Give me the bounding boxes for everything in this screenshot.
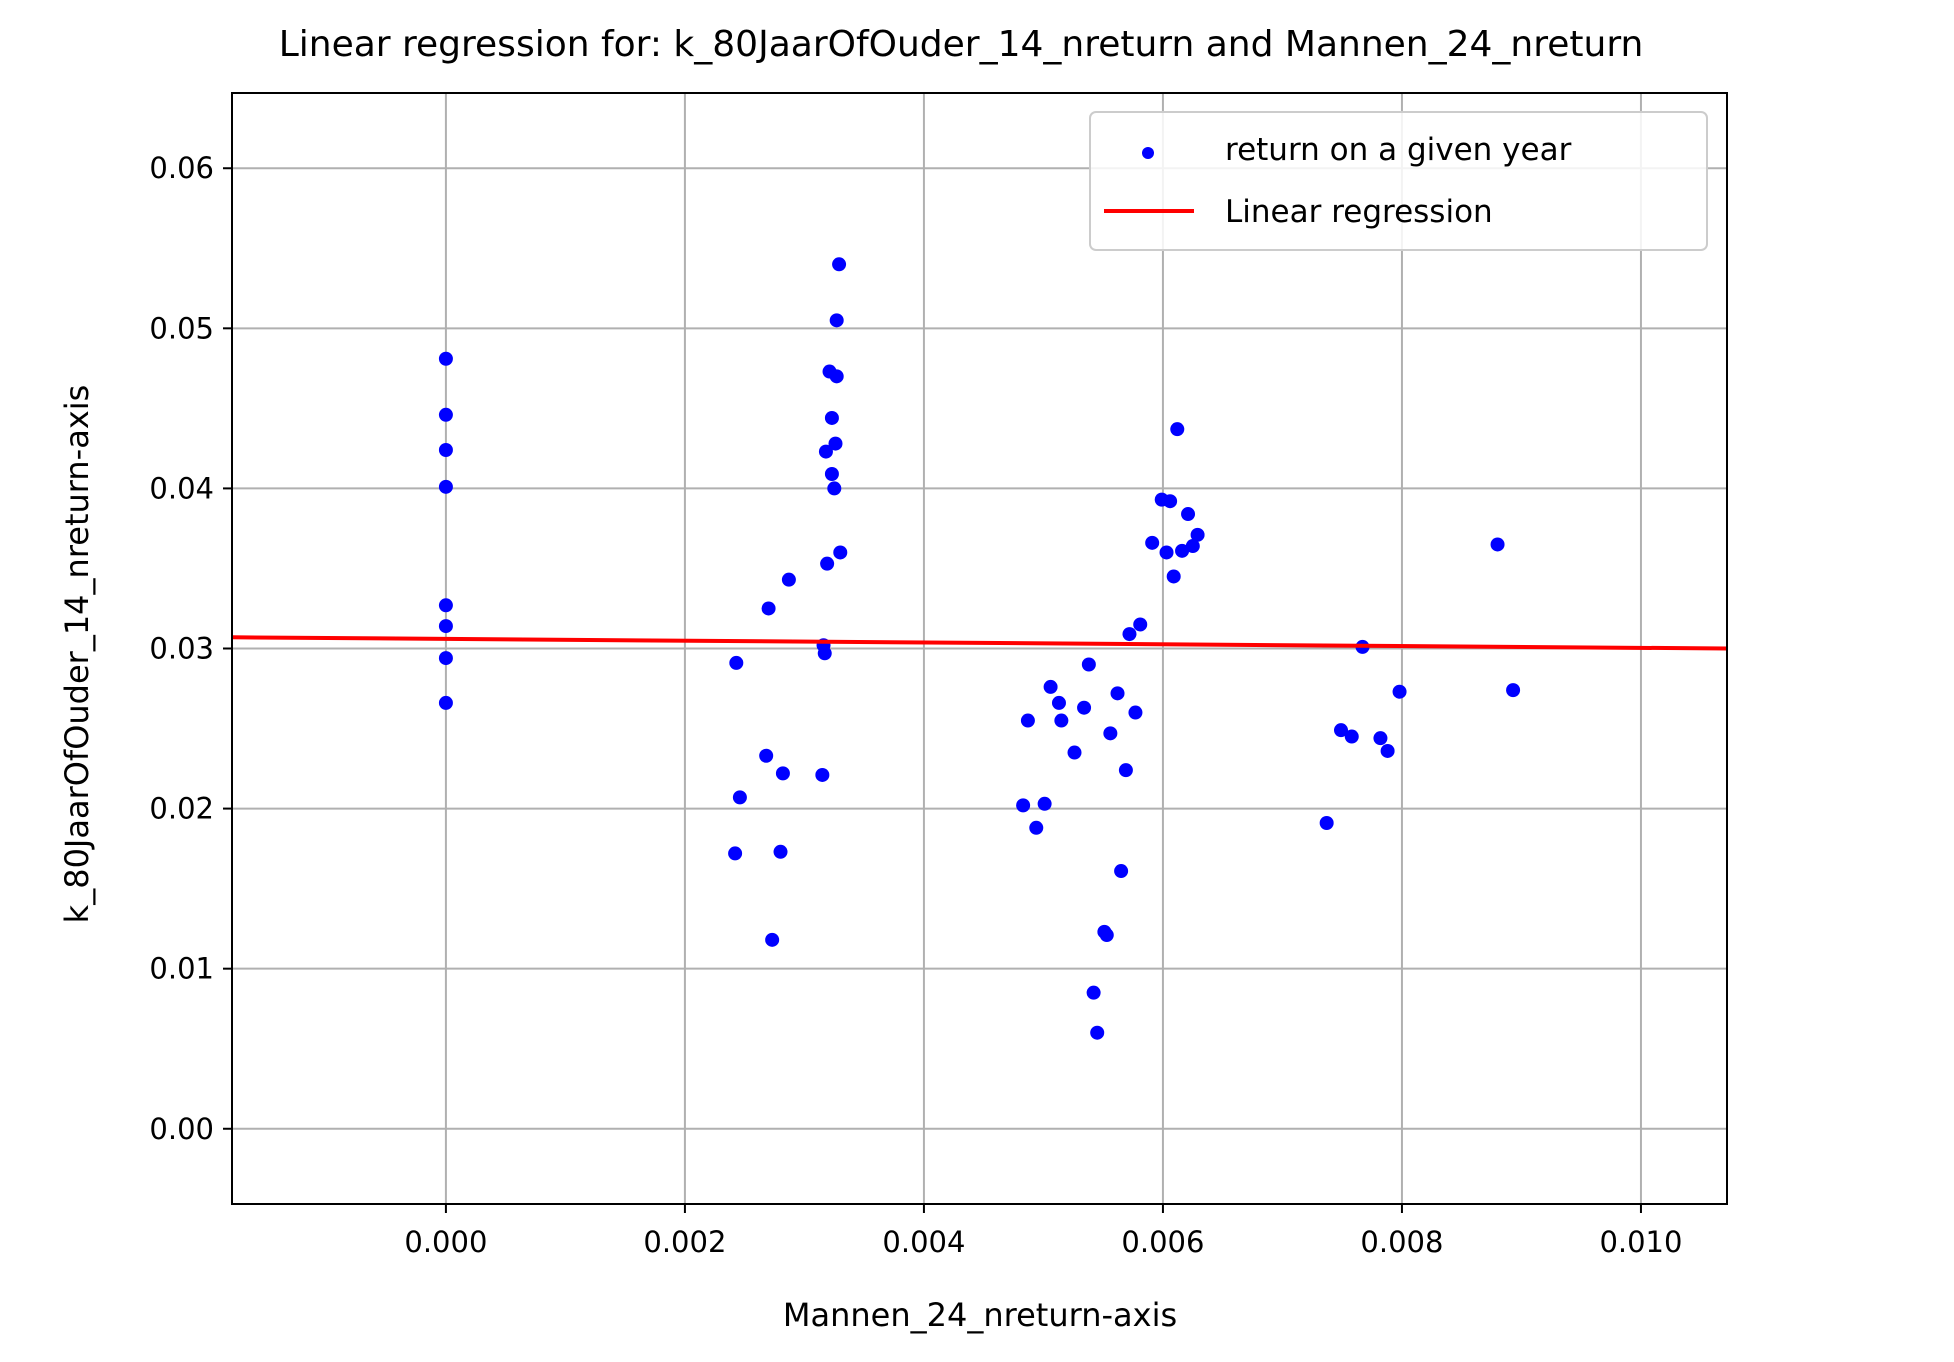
- scatter-point: [1392, 684, 1407, 699]
- plot-frame: [231, 92, 1728, 1205]
- x-tick-label: 0.002: [643, 1225, 726, 1259]
- scatter-point: [761, 601, 776, 616]
- legend-marker-scatter: [1142, 147, 1154, 159]
- legend-box: [1089, 111, 1708, 251]
- scatter-point: [824, 410, 839, 425]
- scatter-point: [775, 766, 790, 781]
- y-axis-ticks: 0.00 0.01 0.02 0.03 0.04 0.05 0.06: [149, 151, 232, 1146]
- y-tick-label: 0.06: [149, 151, 214, 185]
- scatter-point: [438, 619, 453, 634]
- scatter-point: [728, 846, 743, 861]
- scatter-point: [438, 598, 453, 613]
- scatter-point: [1081, 657, 1096, 672]
- scatter-point: [1016, 798, 1031, 813]
- x-axis-label: Mannen_24_nreturn-axis: [783, 1296, 1177, 1334]
- scatter-point: [1506, 683, 1521, 698]
- scatter-point: [1054, 713, 1069, 728]
- x-tick-label: 0.004: [882, 1225, 965, 1259]
- scatter-point: [1175, 543, 1190, 558]
- scatter-point: [1103, 726, 1118, 741]
- scatter-point: [1037, 796, 1052, 811]
- scatter-point: [438, 407, 453, 422]
- x-tick-label: 0.010: [1599, 1225, 1682, 1259]
- scatter-point: [817, 646, 832, 661]
- x-tick-label: 0.000: [404, 1225, 487, 1259]
- scatter-point: [1067, 745, 1082, 760]
- scatter-point: [729, 655, 744, 670]
- scatter-point: [1122, 627, 1137, 642]
- y-tick-label: 0.01: [149, 952, 214, 986]
- scatter-point: [1380, 743, 1395, 758]
- regression-line: [231, 635, 1728, 651]
- scatter-point: [1114, 864, 1129, 879]
- scatter-point: [765, 932, 780, 947]
- x-axis-ticks: 0.000 0.002 0.004 0.006 0.008 0.010: [404, 1204, 1682, 1259]
- scatter-point: [1133, 617, 1148, 632]
- scatter-point: [438, 695, 453, 710]
- scatter-point: [1170, 422, 1185, 437]
- scatter-point: [1159, 545, 1174, 560]
- scatter-point: [1086, 985, 1101, 1000]
- scatter-point: [438, 351, 453, 366]
- scatter-point: [1163, 494, 1178, 509]
- legend-label-line: Linear regression: [1225, 194, 1493, 230]
- scatter-point: [1051, 695, 1066, 710]
- scatter-point: [1373, 731, 1388, 746]
- scatter-point: [438, 479, 453, 494]
- scatter-point: [1319, 815, 1334, 830]
- scatter-point: [1118, 763, 1133, 778]
- chart-title: Linear regression for: k_80JaarOfOuder_1…: [279, 24, 1644, 65]
- scatter-point: [773, 844, 788, 859]
- legend: return on a given year Linear regression: [1089, 111, 1708, 251]
- scatter-point: [1077, 700, 1092, 715]
- scatter-point: [1043, 679, 1058, 694]
- y-tick-label: 0.02: [149, 792, 214, 826]
- scatter-point: [438, 442, 453, 457]
- scatter-point: [732, 790, 747, 805]
- scatter-point: [1166, 569, 1181, 584]
- scatter-point: [1181, 507, 1196, 522]
- scatter-point: [759, 748, 774, 763]
- y-axis-label: k_80JaarOfOuder_14_nreturn-axis: [58, 385, 96, 924]
- y-tick-label: 0.03: [149, 632, 214, 666]
- scatter-point: [828, 436, 843, 451]
- scatter-point: [1020, 713, 1035, 728]
- scatter-point: [829, 313, 844, 328]
- scatter-point: [829, 369, 844, 384]
- y-tick-label: 0.04: [149, 471, 214, 505]
- scatter-point: [1110, 686, 1125, 701]
- scatter-point: [1145, 535, 1160, 550]
- scatter-point: [781, 572, 796, 587]
- scatter-point: [815, 767, 830, 782]
- scatter-point: [827, 481, 842, 496]
- x-tick-label: 0.008: [1360, 1225, 1443, 1259]
- scatter-point: [1099, 928, 1114, 943]
- scatter-point: [1185, 539, 1200, 554]
- scatter-point: [1090, 1025, 1105, 1040]
- scatter-point: [833, 545, 848, 560]
- scatter-point: [818, 444, 833, 459]
- scatter-point: [820, 556, 835, 571]
- scatter-point: [1490, 537, 1505, 552]
- legend-label-scatter: return on a given year: [1225, 132, 1572, 168]
- scatter-point: [1128, 705, 1143, 720]
- y-tick-label: 0.05: [149, 311, 214, 345]
- scatter-point: [1190, 527, 1205, 542]
- scatter-point: [1344, 729, 1359, 744]
- regression-series: [231, 635, 1728, 651]
- grid: [232, 93, 1727, 1204]
- scatter-point: [438, 651, 453, 666]
- scatter-point: [824, 467, 839, 482]
- y-tick-label: 0.00: [149, 1112, 214, 1146]
- scatter-point: [1029, 820, 1044, 835]
- scatter-point: [832, 257, 847, 272]
- scatter-point: [1334, 723, 1349, 738]
- scatter-series: [438, 257, 1521, 1040]
- x-tick-label: 0.006: [1121, 1225, 1204, 1259]
